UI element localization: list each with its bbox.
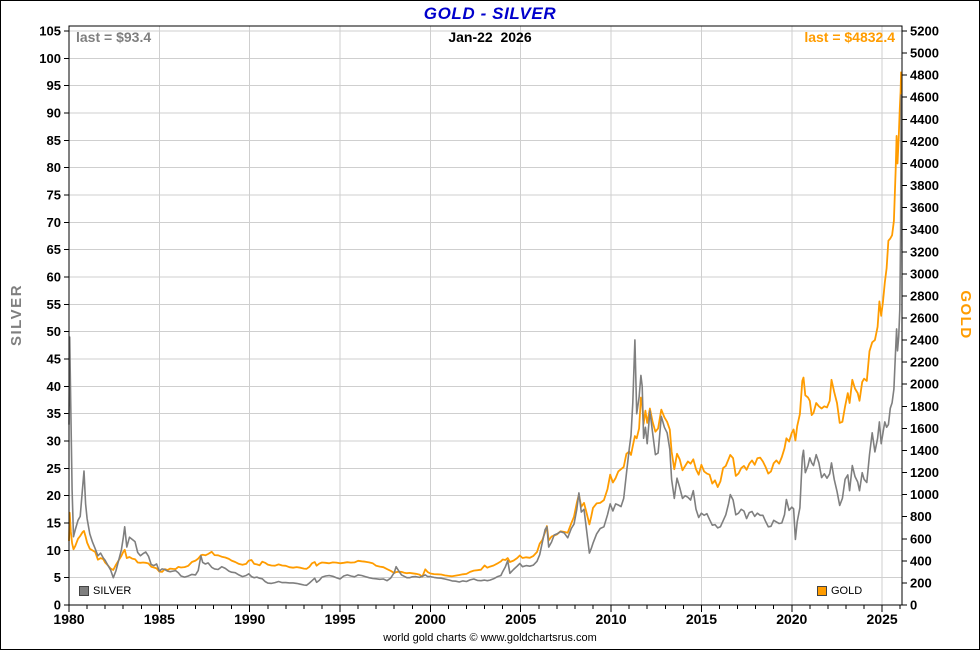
svg-text:4600: 4600 <box>910 90 939 105</box>
svg-text:60: 60 <box>47 270 61 285</box>
svg-text:4000: 4000 <box>910 156 939 171</box>
svg-text:95: 95 <box>47 78 61 93</box>
svg-text:85: 85 <box>47 133 61 148</box>
svg-text:1985: 1985 <box>144 611 175 627</box>
svg-text:3000: 3000 <box>910 266 939 281</box>
svg-text:1995: 1995 <box>324 611 355 627</box>
svg-text:25: 25 <box>47 461 61 476</box>
chart-date-label: Jan-22 2026 <box>448 29 532 45</box>
svg-text:2400: 2400 <box>910 333 939 348</box>
svg-text:4400: 4400 <box>910 112 939 127</box>
svg-text:400: 400 <box>910 553 932 568</box>
svg-text:5000: 5000 <box>910 46 939 61</box>
svg-text:30: 30 <box>47 434 61 449</box>
silver-legend-label: SILVER <box>93 585 132 597</box>
gold-legend-label: GOLD <box>831 585 863 597</box>
svg-text:2025: 2025 <box>867 611 898 627</box>
svg-text:800: 800 <box>910 509 932 524</box>
svg-text:3200: 3200 <box>910 244 939 259</box>
svg-text:1600: 1600 <box>910 421 939 436</box>
gold-last-price-label: last = $4832.4 <box>804 29 895 45</box>
svg-text:2015: 2015 <box>686 611 717 627</box>
svg-text:1980: 1980 <box>53 611 84 627</box>
svg-text:100: 100 <box>39 51 61 66</box>
svg-text:40: 40 <box>47 379 61 394</box>
svg-text:105: 105 <box>39 24 61 39</box>
svg-text:2200: 2200 <box>910 355 939 370</box>
svg-text:2800: 2800 <box>910 288 939 303</box>
svg-text:50: 50 <box>47 324 61 339</box>
svg-text:55: 55 <box>47 297 61 312</box>
chart-title: GOLD - SILVER <box>423 4 557 23</box>
svg-text:2600: 2600 <box>910 311 939 326</box>
svg-text:15: 15 <box>47 516 61 531</box>
svg-text:1800: 1800 <box>910 399 939 414</box>
svg-text:3600: 3600 <box>910 200 939 215</box>
svg-text:10: 10 <box>47 543 61 558</box>
legend-gold: GOLD <box>815 584 865 598</box>
svg-text:2005: 2005 <box>505 611 536 627</box>
svg-text:75: 75 <box>47 188 61 203</box>
svg-text:2000: 2000 <box>415 611 446 627</box>
svg-text:3800: 3800 <box>910 178 939 193</box>
svg-text:3400: 3400 <box>910 222 939 237</box>
svg-text:0: 0 <box>910 598 917 613</box>
svg-text:80: 80 <box>47 160 61 175</box>
svg-text:600: 600 <box>910 531 932 546</box>
svg-text:1000: 1000 <box>910 487 939 502</box>
legend-silver: SILVER <box>77 584 134 598</box>
svg-text:1990: 1990 <box>234 611 265 627</box>
svg-text:45: 45 <box>47 352 61 367</box>
svg-text:4800: 4800 <box>910 68 939 83</box>
svg-text:65: 65 <box>47 242 61 257</box>
right-axis-title-gold: GOLD <box>957 290 974 340</box>
svg-text:70: 70 <box>47 215 61 230</box>
svg-text:2010: 2010 <box>596 611 627 627</box>
svg-text:0: 0 <box>54 598 61 613</box>
svg-text:200: 200 <box>910 575 932 590</box>
svg-text:35: 35 <box>47 406 61 421</box>
svg-text:4200: 4200 <box>910 134 939 149</box>
svg-text:1200: 1200 <box>910 465 939 480</box>
svg-text:2000: 2000 <box>910 377 939 392</box>
gold-legend-swatch-icon <box>817 586 827 596</box>
silver-legend-swatch-icon <box>79 586 89 596</box>
svg-text:2020: 2020 <box>776 611 807 627</box>
svg-text:5: 5 <box>54 570 61 585</box>
svg-text:20: 20 <box>47 488 61 503</box>
svg-text:5200: 5200 <box>910 24 939 39</box>
svg-text:1400: 1400 <box>910 443 939 458</box>
chart-credit-footer: world gold charts © www.goldchartsrus.co… <box>383 632 597 644</box>
silver-last-price-label: last = $93.4 <box>76 29 152 45</box>
left-axis-title-silver: SILVER <box>8 283 25 347</box>
svg-text:90: 90 <box>47 106 61 121</box>
